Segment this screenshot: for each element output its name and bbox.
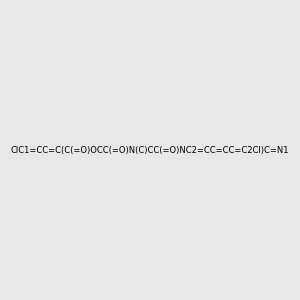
- Text: ClC1=CC=C(C(=O)OCC(=O)N(C)CC(=O)NC2=CC=CC=C2Cl)C=N1: ClC1=CC=C(C(=O)OCC(=O)N(C)CC(=O)NC2=CC=C…: [11, 146, 289, 154]
